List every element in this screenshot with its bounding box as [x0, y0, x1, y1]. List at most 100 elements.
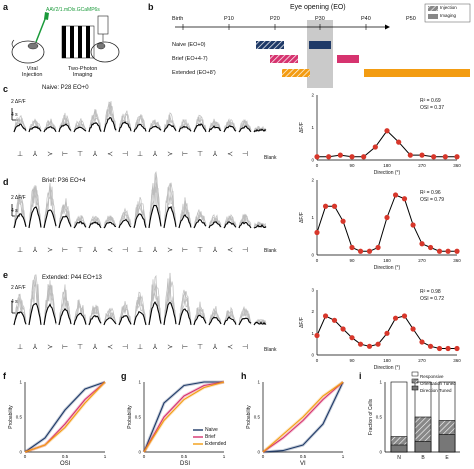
mean-trace: [223, 316, 237, 326]
direction-glyph-icon: ⊢: [62, 247, 68, 254]
direction-glyph-icon: ⅄: [32, 343, 38, 351]
tuning-x-tick: 270: [418, 358, 426, 363]
tuning-data-point: [454, 345, 460, 352]
mean-trace: [103, 116, 117, 133]
tuning-data-point: [326, 154, 332, 160]
panel-c-scale-x: 4 s: [11, 112, 18, 118]
bar-direction-tuned: [438, 434, 456, 453]
trial-trace-gray: [148, 283, 162, 326]
timeline-arrow-icon: [385, 24, 390, 30]
tuning-data-point: [392, 192, 399, 198]
panel-c-blank: Blank: [264, 155, 277, 161]
trial-trace-gray: [238, 119, 252, 133]
legend-imaging: Imaging: [440, 13, 457, 18]
trial-trace-gray: [193, 306, 207, 326]
cdf-y-tick: 1: [138, 380, 141, 385]
legend-responsive-swatch: [411, 371, 419, 377]
tuning-data-point: [431, 154, 437, 160]
trial-trace-gray: [58, 284, 72, 326]
tuning-data-point: [375, 244, 381, 251]
mean-trace: [58, 215, 72, 229]
tuning-x-tick: 90: [349, 258, 355, 263]
mean-trace: [163, 123, 177, 133]
direction-glyph-icon: ⊥: [17, 344, 23, 351]
tuning-y-tick: 0: [311, 158, 314, 163]
mean-trace: [43, 303, 57, 326]
tuning-y-tick: 1: [311, 125, 314, 130]
direction-glyph-icon: ⅄: [92, 150, 98, 158]
tuning-data-point: [331, 317, 338, 323]
trial-trace-gray: [148, 120, 162, 133]
tuning-e-r2: R² = 0.98: [420, 289, 441, 295]
tuning-x-tick: 360: [453, 358, 461, 363]
tuning-x-tick: 180: [383, 258, 391, 263]
tuning-data-point: [361, 154, 367, 160]
direction-glyph-icon: ⅄: [212, 343, 218, 351]
direction-glyph-icon: ⊣: [122, 151, 128, 158]
panel-h-xlabel: VI: [300, 461, 306, 467]
mean-trace: [208, 316, 222, 326]
tuning-d-osi: OSI = 0.79: [420, 197, 445, 203]
group-extended-label: Extended (EO+8'): [172, 70, 216, 76]
cdf-x-tick: 0.5: [300, 454, 307, 459]
bar-y-tick: 1: [379, 380, 382, 385]
trial-trace-gray: [118, 113, 132, 133]
cdf-x-tick: 1: [104, 454, 107, 459]
tuning-x-label: Direction (°): [374, 265, 401, 271]
direction-glyph-icon: ≺: [227, 344, 233, 351]
mean-trace: [253, 128, 267, 133]
tuning-e-osi: OSI = 0.72: [420, 296, 445, 302]
panel-c-title: Naive: P28 EO+0: [42, 85, 89, 91]
cdf-line-extended: [24, 381, 106, 453]
tuning-data-point: [427, 244, 434, 251]
tuning-x-tick: 180: [383, 358, 391, 363]
direction-glyph-icon: ⊤: [197, 247, 203, 254]
mean-trace: [73, 312, 87, 326]
tuning-data-point: [419, 152, 425, 158]
mean-trace: [28, 125, 42, 133]
tuning-data-point: [384, 330, 390, 336]
direction-glyph-icon: ⅄: [152, 246, 158, 254]
tuning-y-tick: 2: [311, 93, 314, 98]
mean-trace: [13, 311, 27, 326]
tuning-x-tick: 0: [316, 358, 319, 363]
tuning-data-point: [340, 326, 346, 332]
tuning-data-point: [322, 203, 329, 209]
trial-trace-gray: [88, 304, 102, 326]
cdf-line-extended: [143, 381, 225, 453]
trial-trace-gray: [238, 306, 252, 326]
cdf-y-tick: 1: [257, 380, 260, 385]
naive-injection-bar: [256, 41, 284, 49]
cdf-line-naive: [24, 381, 106, 453]
bar-direction-tuned: [414, 441, 432, 453]
cdf-x-tick: 0: [262, 454, 265, 459]
tuning-data-point: [396, 139, 402, 145]
direction-glyph-icon: ⊢: [182, 151, 188, 158]
trial-trace-gray: [118, 306, 132, 326]
tuning-data-point: [445, 345, 451, 352]
tuning-y-label: ΔF/F: [299, 122, 305, 133]
mean-trace: [178, 125, 192, 133]
trial-trace-gray: [13, 195, 27, 229]
tuning-c-osi: OSI = 0.37: [420, 105, 445, 111]
direction-glyph-icon: ≺: [107, 247, 113, 254]
trial-trace-gray: [58, 198, 72, 229]
cdf-y-tick: 0: [138, 450, 141, 455]
cdf-x-tick: 0: [143, 454, 146, 459]
tuning-y-label: ΔF/F: [299, 317, 305, 328]
two-photon-imaging-label: Two-Photon Imaging: [68, 66, 98, 79]
legend-injection: Injection: [440, 5, 457, 10]
cdf-line-brief: [143, 381, 225, 453]
mean-trace: [43, 126, 57, 133]
legend-direction-tuned: Direction Tuned: [420, 388, 452, 393]
direction-glyph-icon: ≻: [47, 344, 53, 351]
mean-trace: [13, 123, 27, 133]
direction-glyph-icon: ⊥: [137, 247, 143, 254]
mean-trace: [28, 206, 42, 229]
tuning-y-tick: 2: [311, 178, 314, 183]
extended-imaging-bar: [364, 69, 470, 77]
tuning-data-point: [410, 326, 416, 332]
direction-glyph-icon: ⊣: [122, 344, 128, 351]
